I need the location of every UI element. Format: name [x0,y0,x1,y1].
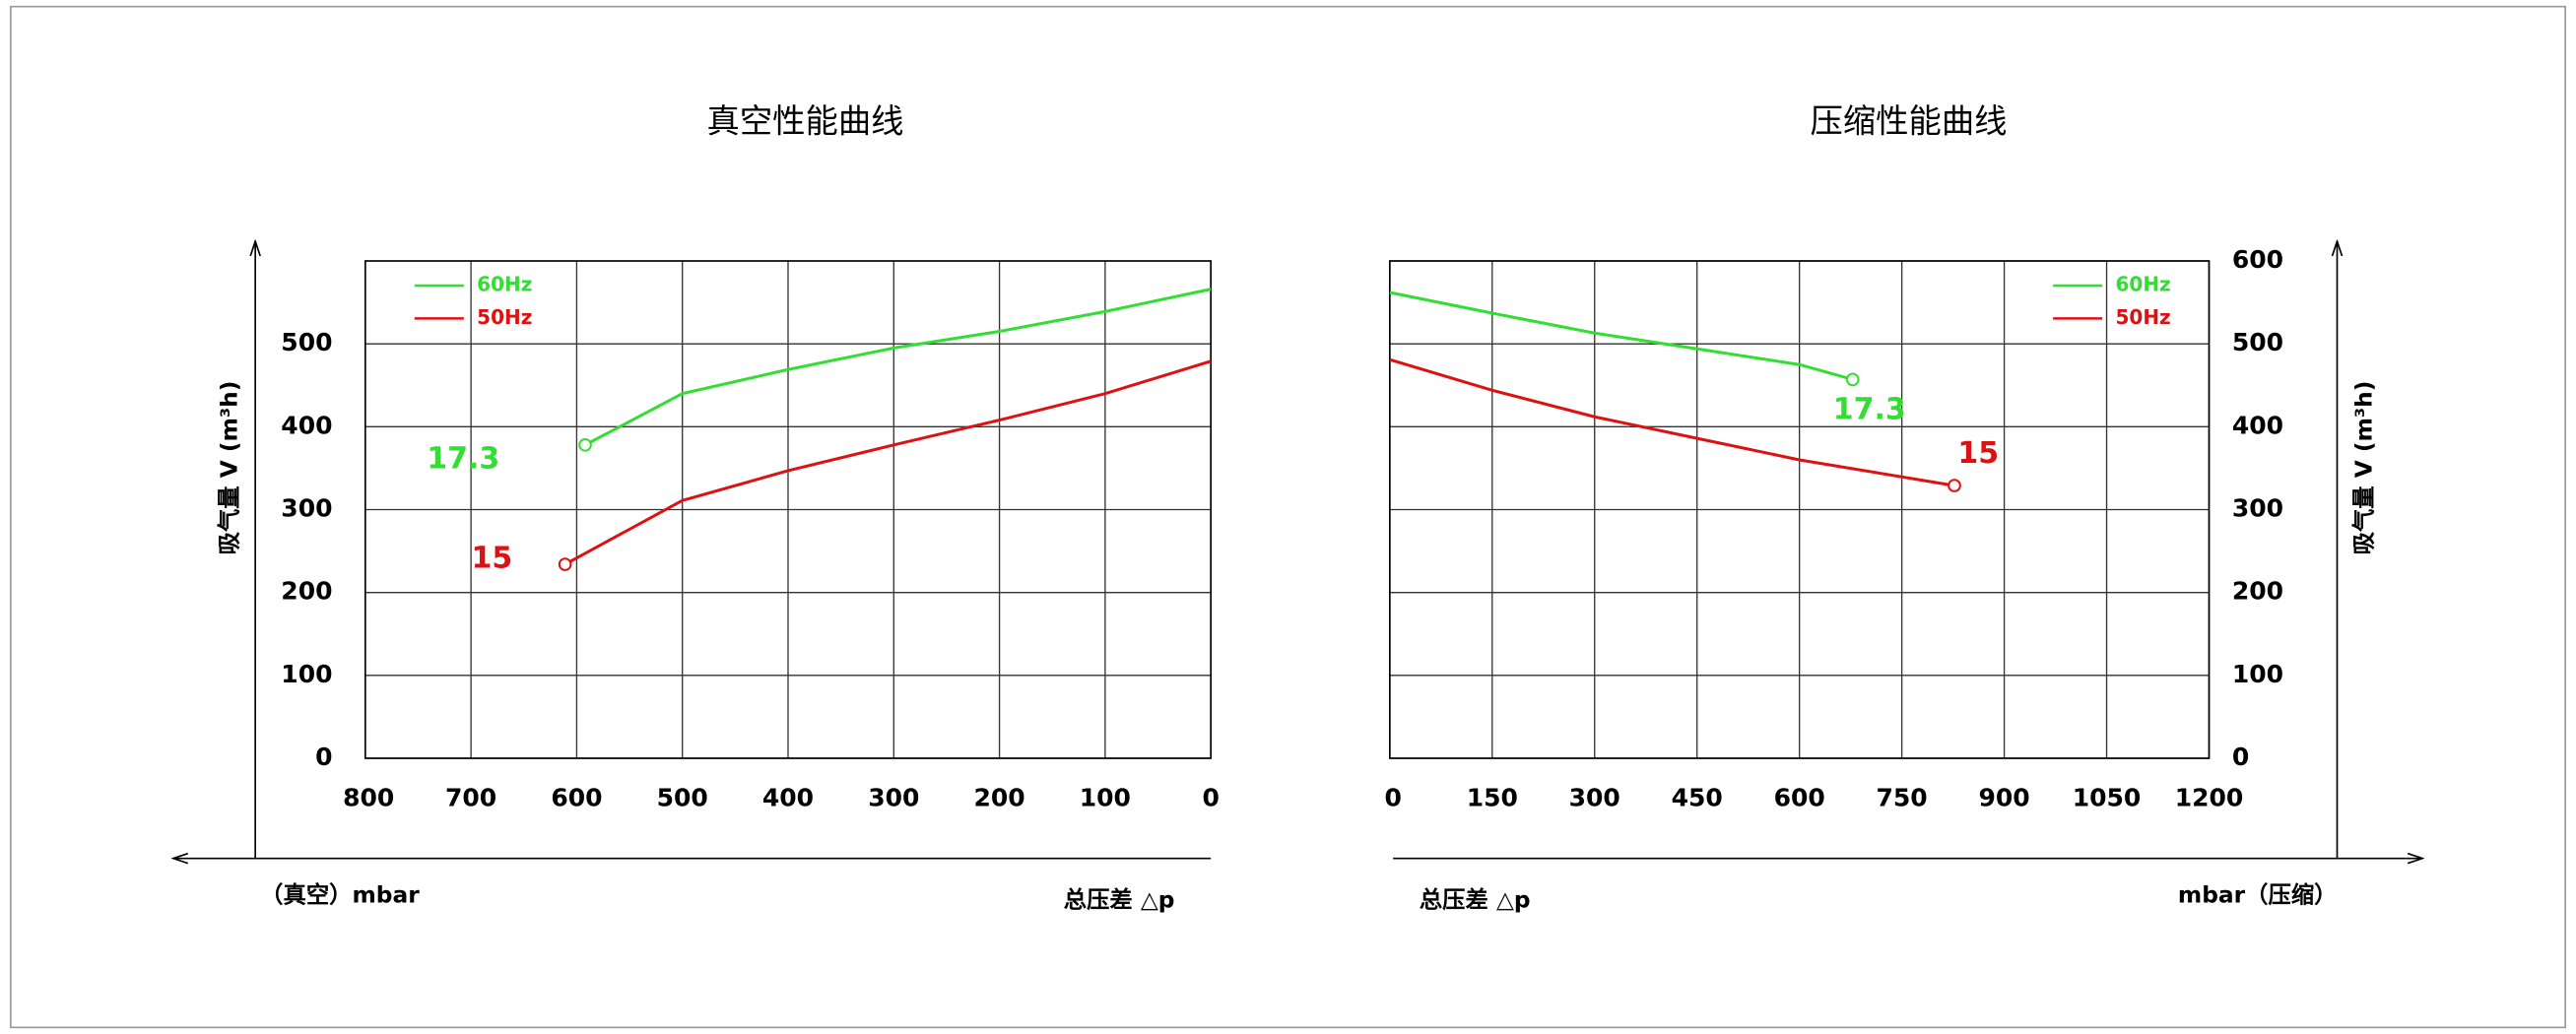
y-tick-label: 100 [2232,660,2283,688]
x-tick-label: 900 [1978,784,2029,812]
x-tick-label: 600 [1774,784,1825,812]
frame [10,5,2566,1029]
x-axis-label: 总压差 △p [1420,886,1531,914]
y-tick-label: 0 [315,743,332,771]
x-tick-label: 450 [1672,784,1723,812]
chart-title: 真空性能曲线 [707,102,904,141]
x-tick-label: 200 [973,784,1024,812]
end-point [1845,372,1860,387]
x-unit: （真空）mbar [260,881,420,909]
x-tick-label: 1050 [2073,784,2142,812]
plot-border [364,260,1212,759]
y-tick-label: 300 [281,494,332,523]
series-line [1389,357,1955,487]
x-tick-label: 100 [1080,784,1131,812]
y-tick-label: 400 [2232,411,2283,439]
point-label: 15 [472,542,513,576]
chart-title: 压缩性能曲线 [1811,102,2008,141]
series-line [584,288,1212,447]
x-tick-label: 700 [445,784,496,812]
y-axis-label: 吸气量 V (m³h) [216,381,243,555]
y-tick-label: 500 [2232,328,2283,356]
x-tick-label: 800 [343,784,394,812]
series-line [1389,291,1854,381]
y-axis-label: 吸气量 V (m³h) [2349,381,2377,555]
plot-border [1389,260,2211,759]
x-axis-label: 总压差 △p [1064,886,1175,914]
x-unit: mbar（压缩） [2178,881,2338,909]
y-tick-label: 100 [281,660,332,688]
end-point [578,438,592,452]
x-tick-label: 600 [551,784,602,812]
y-tick-label: 300 [2232,494,2283,523]
series-line [563,359,1212,566]
legend-label: 60Hz [2116,273,2171,296]
legend-label: 50Hz [2116,305,2171,329]
x-tick-label: 150 [1467,784,1518,812]
y-tick-label: 600 [2232,245,2283,274]
point-label: 17.3 [1833,393,1906,427]
x-tick-label: 0 [1202,784,1219,812]
x-tick-label: 0 [1384,784,1401,812]
x-tick-label: 300 [1569,784,1620,812]
y-tick-label: 200 [2232,577,2283,606]
end-point [1948,479,1961,492]
legend-label: 60Hz [477,273,532,296]
y-tick-label: 200 [281,577,332,606]
legend-label: 50Hz [477,305,532,329]
y-tick-label: 500 [281,328,332,356]
x-tick-label: 300 [868,784,919,812]
end-point [558,557,572,571]
x-tick-label: 400 [762,784,814,812]
x-tick-label: 750 [1877,784,1928,812]
y-tick-label: 400 [281,411,332,439]
y-tick-label: 0 [2232,743,2249,771]
x-tick-label: 1200 [2175,784,2244,812]
x-tick-label: 500 [657,784,708,812]
point-label: 15 [1957,436,1999,471]
point-label: 17.3 [427,441,499,476]
